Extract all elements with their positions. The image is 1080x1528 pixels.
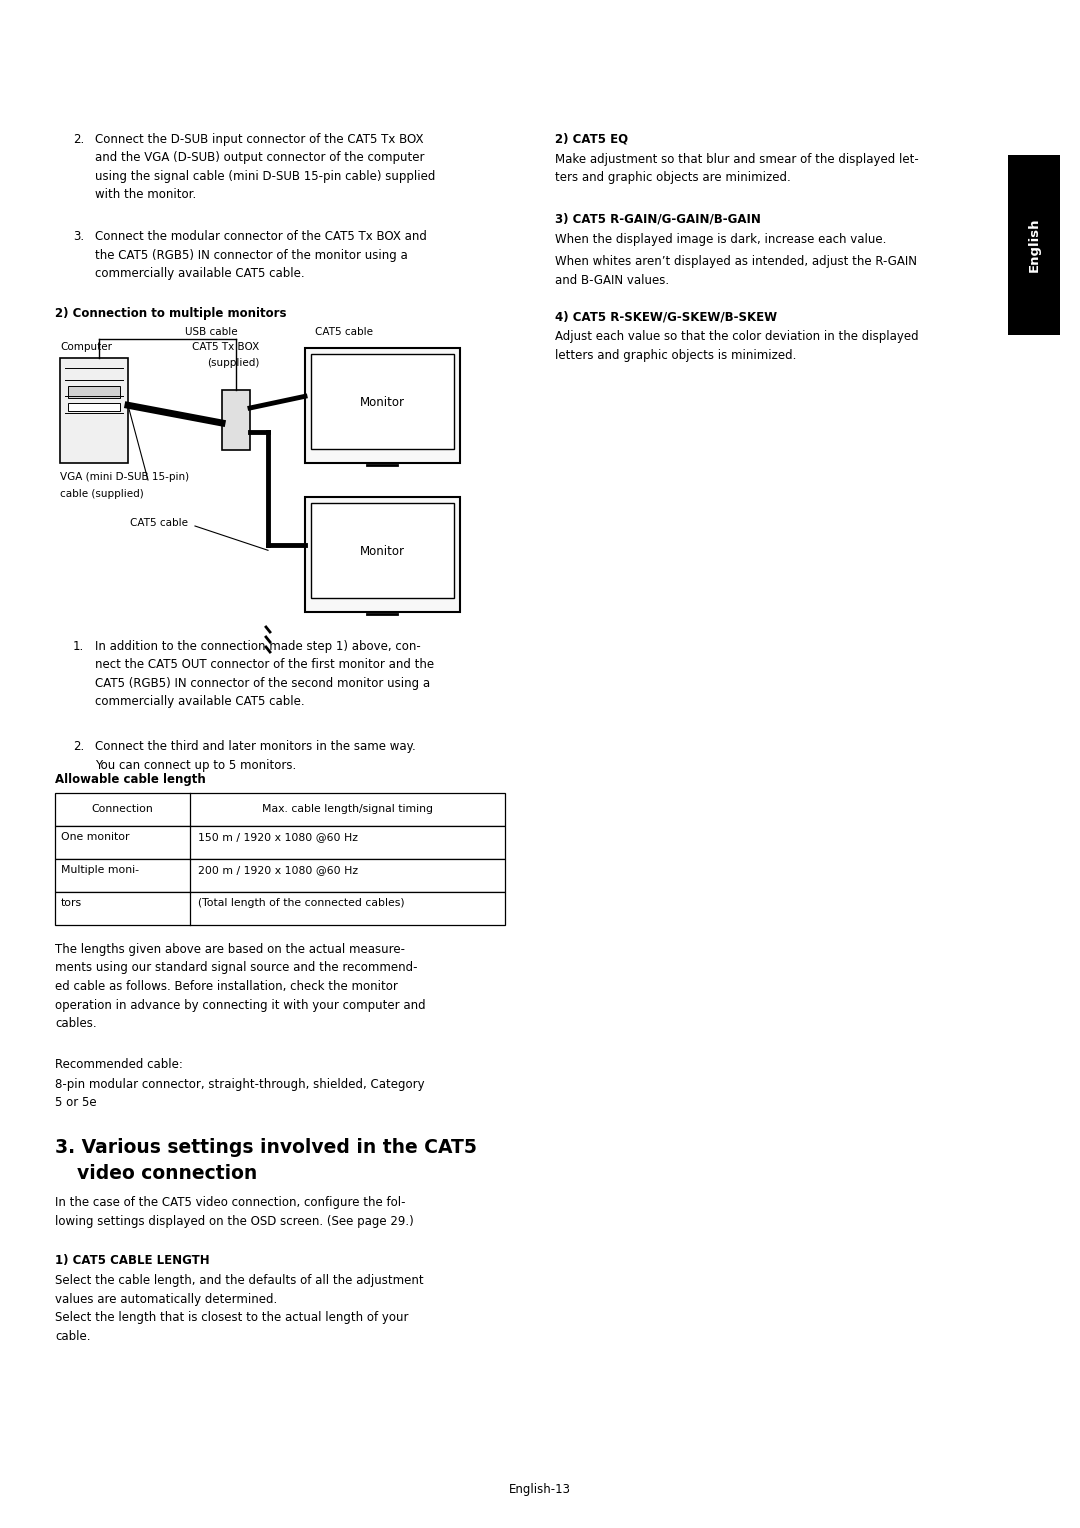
Text: 3) CAT5 R-GAIN/G-GAIN/B-GAIN: 3) CAT5 R-GAIN/G-GAIN/B-GAIN (555, 212, 761, 226)
Bar (305, 497, 460, 613)
Bar (222, 390, 249, 451)
Text: USB cable: USB cable (185, 327, 238, 338)
Bar (1008, 154, 1059, 335)
Bar (55, 827, 505, 859)
Text: 150 m / 1920 x 1080 @60 Hz: 150 m / 1920 x 1080 @60 Hz (198, 833, 357, 842)
Text: Make adjustment so that blur and smear of the displayed let-
ters and graphic ob: Make adjustment so that blur and smear o… (555, 153, 919, 185)
Text: 1.: 1. (73, 640, 84, 652)
Text: 1) CAT5 CABLE LENGTH: 1) CAT5 CABLE LENGTH (55, 1254, 210, 1267)
Text: English-13: English-13 (509, 1484, 571, 1496)
Text: 8-pin modular connector, straight-through, shielded, Category
5 or 5e: 8-pin modular connector, straight-throug… (55, 1077, 424, 1109)
Text: CAT5 cable: CAT5 cable (130, 518, 188, 529)
Text: Max. cable length/signal timing: Max. cable length/signal timing (262, 805, 433, 814)
Text: 2.: 2. (73, 133, 84, 147)
Text: Adjust each value so that the color deviation in the displayed
letters and graph: Adjust each value so that the color devi… (555, 330, 919, 362)
Text: The lengths given above are based on the actual measure-
ments using our standar: The lengths given above are based on the… (55, 943, 426, 1030)
Text: CAT5 Tx BOX: CAT5 Tx BOX (192, 342, 259, 351)
Text: video connection: video connection (77, 1164, 257, 1183)
Text: 3. Various settings involved in the CAT5: 3. Various settings involved in the CAT5 (55, 1138, 477, 1157)
Text: Connect the D-SUB input connector of the CAT5 Tx BOX
and the VGA (D-SUB) output : Connect the D-SUB input connector of the… (95, 133, 435, 202)
Text: In the case of the CAT5 video connection, configure the fol-
lowing settings dis: In the case of the CAT5 video connection… (55, 1196, 414, 1227)
Text: Connect the modular connector of the CAT5 Tx BOX and
the CAT5 (RGB5) IN connecto: Connect the modular connector of the CAT… (95, 231, 427, 280)
Text: (supplied): (supplied) (207, 358, 259, 368)
Bar (311, 503, 454, 597)
Text: Multiple moni-: Multiple moni- (60, 865, 139, 876)
Text: 2.: 2. (73, 740, 84, 753)
Text: Monitor: Monitor (360, 545, 405, 558)
Text: VGA (mini D-SUB 15-pin): VGA (mini D-SUB 15-pin) (60, 472, 189, 481)
Text: When whites aren’t displayed as intended, adjust the R-GAIN
and B-GAIN values.: When whites aren’t displayed as intended… (555, 255, 917, 287)
Bar (55, 793, 505, 827)
Bar (55, 892, 505, 924)
Text: 2) Connection to multiple monitors: 2) Connection to multiple monitors (55, 307, 286, 319)
Bar (68, 387, 120, 397)
Text: Monitor: Monitor (360, 396, 405, 410)
Text: Connection: Connection (92, 805, 153, 814)
Text: 2) CAT5 EQ: 2) CAT5 EQ (555, 133, 629, 147)
Text: In addition to the connection made step 1) above, con-
nect the CAT5 OUT connect: In addition to the connection made step … (95, 640, 434, 709)
Text: One monitor: One monitor (60, 833, 130, 842)
Text: Select the cable length, and the defaults of all the adjustment
values are autom: Select the cable length, and the default… (55, 1274, 423, 1343)
Text: cable (supplied): cable (supplied) (60, 489, 144, 500)
Bar (311, 354, 454, 449)
Text: CAT5 cable: CAT5 cable (315, 327, 373, 338)
Bar (55, 859, 505, 892)
Bar (305, 348, 460, 463)
Text: Allowable cable length: Allowable cable length (55, 773, 206, 785)
Text: 200 m / 1920 x 1080 @60 Hz: 200 m / 1920 x 1080 @60 Hz (198, 865, 359, 876)
Text: 4) CAT5 R-SKEW/G-SKEW/B-SKEW: 4) CAT5 R-SKEW/G-SKEW/B-SKEW (555, 310, 778, 322)
Text: (Total length of the connected cables): (Total length of the connected cables) (198, 898, 405, 908)
Text: Connect the third and later monitors in the same way.
You can connect up to 5 mo: Connect the third and later monitors in … (95, 740, 416, 772)
Bar (60, 358, 129, 463)
Text: tors: tors (60, 898, 82, 908)
Text: English: English (1027, 219, 1040, 272)
Text: When the displayed image is dark, increase each value.: When the displayed image is dark, increa… (555, 232, 887, 246)
Text: Recommended cable:: Recommended cable: (55, 1057, 183, 1071)
Text: Computer: Computer (60, 342, 112, 351)
Text: 3.: 3. (73, 231, 84, 243)
Bar (68, 403, 120, 411)
